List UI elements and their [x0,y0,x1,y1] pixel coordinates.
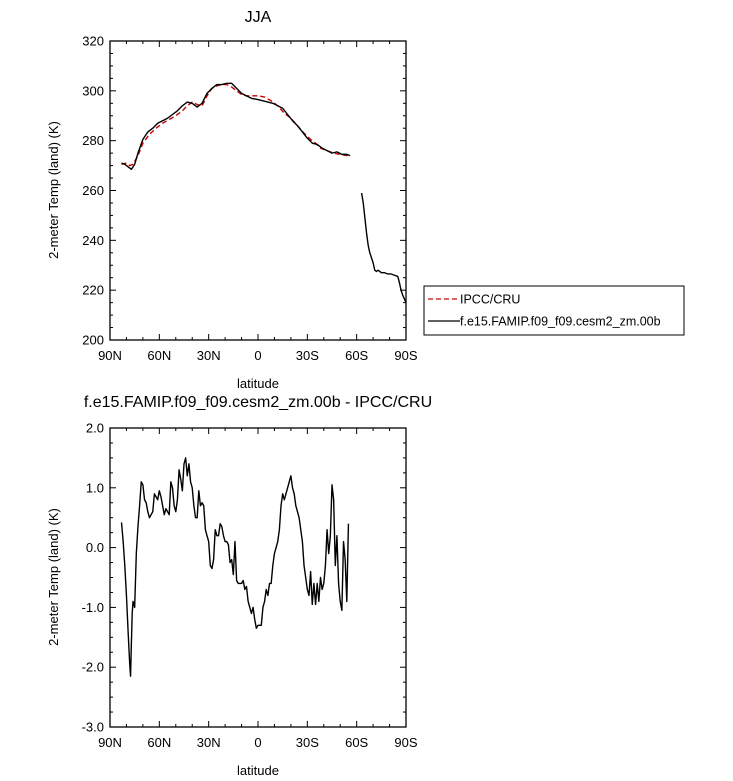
top-y-ticks: 200 220 240 260 280 300 320 [82,34,406,348]
top-x-ticks: 90N 60N 30N 0 30S 60S 90S [98,41,418,363]
x-tick-label: 30N [197,735,221,750]
top-series-group [121,82,406,303]
bottom-chart-title: f.e15.FAMIP.f09_f09.cesm2_zm.00b - IPCC/… [84,394,432,411]
top-x-axis-label: latitude [237,376,279,391]
y-tick-label: -1.0 [82,600,104,615]
y-tick-label: 260 [82,183,104,198]
y-tick-label: 300 [82,83,104,98]
bottom-x-axis-label: latitude [237,763,279,778]
y-tick-label: 0.0 [86,540,104,555]
y-tick-label: 240 [82,233,104,248]
x-tick-label: 90S [394,348,417,363]
bottom-y-ticks: -3.0 -2.0 -1.0 0.0 1.0 2.0 [82,421,406,735]
series-line-ipcc-cru [121,83,351,167]
y-tick-label: 280 [82,133,104,148]
legend-label-model: f.e15.FAMIP.f09_f09.cesm2_zm.00b [460,315,661,329]
y-tick-label: -2.0 [82,660,104,675]
y-tick-label: 2.0 [86,421,104,436]
series-line-difference [120,457,350,677]
legend-box [423,285,685,336]
x-tick-label: 60S [345,348,368,363]
top-y-axis-label: 2-meter Temp (land) (K) [46,121,61,259]
top-panel: JJA 200 220 240 260 280 300 320 90N 60N 30N 0 30S 6… [46,9,418,391]
x-tick-label: 0 [254,735,261,750]
series-line-f-e15-famip-f09-f09-cesm2-zm-00b-segment-2 [360,192,406,303]
y-tick-label: 1.0 [86,480,104,495]
x-tick-label: 0 [254,348,261,363]
x-tick-label: 60N [147,348,171,363]
x-tick-label: 30S [296,348,319,363]
legend: IPCC/CRU f.e15.FAMIP.f09_f09.cesm2_zm.00… [423,285,685,336]
x-tick-label: 60N [147,735,171,750]
x-tick-label: 30S [296,735,319,750]
x-tick-label: 60S [345,735,368,750]
bottom-plot-frame [109,427,407,728]
y-tick-label: 220 [82,283,104,298]
y-tick-label: 320 [82,34,104,49]
top-plot-frame [109,40,407,341]
x-tick-label: 90N [98,735,122,750]
bottom-y-axis-label: 2-meter Temp (land) (K) [46,508,61,646]
bottom-series-group [120,457,350,677]
bottom-panel: f.e15.FAMIP.f09_f09.cesm2_zm.00b - IPCC/… [46,394,432,778]
x-tick-label: 30N [197,348,221,363]
y-tick-label: 200 [82,333,104,348]
x-tick-label: 90S [394,735,417,750]
series-line-f-e15-famip-f09-f09-cesm2-zm-00b-segment-1 [121,82,351,171]
bottom-x-ticks: 90N 60N 30N 0 30S 60S 90S [98,428,418,750]
legend-label-ipcc-cru: IPCC/CRU [460,293,520,307]
x-tick-label: 90N [98,348,122,363]
y-tick-label: -3.0 [82,720,104,735]
top-chart-title: JJA [245,9,272,26]
